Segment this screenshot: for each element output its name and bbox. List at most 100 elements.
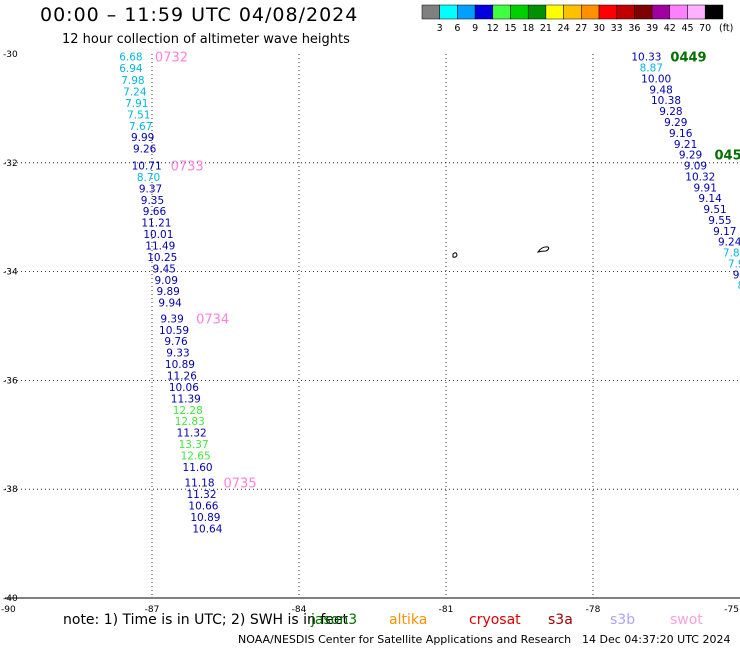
wave-height-value: 9.94 bbox=[158, 298, 182, 310]
legend-tick-label: 12 bbox=[487, 23, 499, 34]
wave-height-value: 9.66 bbox=[143, 206, 167, 218]
credit-line: NOAA/NESDIS Center for Satellite Applica… bbox=[238, 633, 572, 646]
wave-height-value: 9.76 bbox=[164, 336, 188, 348]
legend-tick-label: 42 bbox=[664, 23, 676, 34]
wave-height-value: 9.48 bbox=[649, 84, 672, 96]
satellite-name-cryosat: cryosat bbox=[469, 612, 521, 628]
wave-height-value: 10.01 bbox=[143, 229, 173, 241]
wave-height-value: 8.77 bbox=[738, 280, 740, 292]
legend-tick-label: 9 bbox=[472, 23, 478, 34]
wave-height-value: 10.32 bbox=[685, 171, 715, 183]
lon-tick-label: -84 bbox=[292, 605, 307, 615]
wave-height-value: 9.26 bbox=[133, 144, 157, 156]
pass-time-label: 0732 bbox=[155, 51, 188, 66]
wave-height-value: 9.16 bbox=[669, 128, 693, 140]
wave-height-value: 7.51 bbox=[127, 109, 150, 121]
footer-note: note: 1) Time is in UTC; 2) SWH is in fe… bbox=[63, 612, 349, 628]
wave-height-value: 9.29 bbox=[679, 150, 702, 162]
wave-height-value: 7.91 bbox=[125, 98, 148, 110]
legend-tick-label: 30 bbox=[593, 23, 605, 34]
satellite-name-jason3: jason3 bbox=[311, 612, 358, 628]
lat-tick-label: -38 bbox=[3, 485, 18, 495]
wave-height-value: 7.24 bbox=[123, 87, 147, 99]
page-subtitle: 12 hour collection of altimeter wave hei… bbox=[62, 32, 350, 47]
wave-height-value: 9.37 bbox=[139, 183, 162, 195]
generated-timestamp: 14 Dec 04:37:20 UTC 2024 bbox=[582, 633, 731, 646]
legend-tick-label: 24 bbox=[558, 23, 570, 34]
wave-height-value: 9.14 bbox=[698, 193, 722, 205]
wave-height-value: 7.98 bbox=[121, 75, 144, 87]
wave-height-value: 10.00 bbox=[641, 73, 671, 85]
satellite-name-s3b: s3b bbox=[610, 612, 636, 628]
wave-height-value: 12.65 bbox=[181, 450, 211, 462]
legend-tick-label: 3 bbox=[437, 23, 443, 34]
pass-time-label: 0450 bbox=[715, 149, 740, 164]
wave-height-value: 6.94 bbox=[119, 63, 143, 75]
page-title: 00:00 – 11:59 UTC 04/08/2024 bbox=[40, 4, 359, 26]
wave-height-value: 10.59 bbox=[159, 325, 189, 337]
legend-tick-label: 18 bbox=[522, 23, 534, 34]
wave-height-value: 8.70 bbox=[137, 172, 160, 184]
wave-height-value: 10.33 bbox=[631, 52, 661, 64]
legend-tick-label: 15 bbox=[504, 23, 516, 34]
wave-height-value: 12.28 bbox=[173, 405, 203, 417]
lat-tick-label: -30 bbox=[3, 50, 18, 60]
pass-time-label: 0449 bbox=[670, 51, 706, 66]
lon-tick-label: -90 bbox=[1, 605, 16, 615]
legend-tick-label: 36 bbox=[628, 23, 640, 34]
satellite-name-swot: swot bbox=[670, 612, 703, 628]
wave-height-value: 10.38 bbox=[651, 95, 681, 107]
satellite-name-s3a: s3a bbox=[548, 612, 573, 628]
pass-time-label: 0734 bbox=[196, 312, 229, 327]
wave-height-value: 7.92 bbox=[728, 258, 740, 270]
wave-height-value: 9.09 bbox=[155, 275, 178, 287]
wave-height-value: 9.35 bbox=[141, 195, 164, 207]
wave-height-value: 10.25 bbox=[147, 252, 177, 264]
wave-height-value: 12.83 bbox=[175, 416, 205, 428]
lat-tick-label: -40 bbox=[3, 594, 18, 604]
wave-height-value: 9.24 bbox=[718, 237, 740, 249]
wave-height-value: 9.39 bbox=[160, 313, 183, 325]
wave-height-value: 9.09 bbox=[684, 161, 707, 173]
wave-height-value: 9.45 bbox=[153, 263, 176, 275]
wave-height-value: 9.28 bbox=[659, 106, 682, 118]
wave-height-value: 7.80 bbox=[723, 248, 740, 260]
wave-height-value: 7.67 bbox=[129, 121, 152, 133]
lon-tick-label: -87 bbox=[145, 605, 160, 615]
wave-height-value: 9.29 bbox=[664, 117, 687, 129]
wave-height-value: 11.18 bbox=[184, 478, 214, 490]
wave-height-value: 9.99 bbox=[131, 132, 154, 144]
legend-tick-label: 33 bbox=[611, 23, 623, 34]
wave-height-value: 13.37 bbox=[179, 439, 209, 451]
legend-swatch bbox=[704, 4, 724, 20]
lon-tick-label: -78 bbox=[586, 605, 601, 615]
wave-height-value: 8.87 bbox=[640, 63, 663, 75]
wave-height-value: 11.32 bbox=[186, 489, 216, 501]
wave-height-value: 11.21 bbox=[141, 218, 171, 230]
color-scale-legend: 3 6 9 12 15 18 21 24 27 30 33 36 39 42 45 70 (ft) bbox=[421, 4, 733, 34]
wave-height-value: 9.51 bbox=[703, 204, 726, 216]
legend-tick-label: 21 bbox=[540, 23, 552, 34]
wave-height-value: 6.68 bbox=[119, 52, 142, 64]
island-outline bbox=[536, 246, 550, 253]
wave-height-value: 10.89 bbox=[165, 359, 195, 371]
wave-height-value: 10.64 bbox=[192, 523, 222, 535]
wave-height-value: 11.32 bbox=[177, 428, 207, 440]
wave-height-value: 9.89 bbox=[156, 286, 179, 298]
wave-height-value: 9.91 bbox=[694, 182, 717, 194]
legend-tick-label: 70 bbox=[699, 23, 711, 34]
wave-height-value: 10.06 bbox=[169, 382, 199, 394]
pass-time-label: 0735 bbox=[224, 477, 257, 492]
wave-height-value: 9.21 bbox=[674, 139, 697, 151]
pass-time-label: 0733 bbox=[171, 160, 204, 175]
wave-height-value: 10.89 bbox=[190, 512, 220, 524]
lon-tick-label: -75 bbox=[724, 605, 739, 615]
wave-height-value: 10.71 bbox=[132, 161, 162, 173]
lon-tick-label: -81 bbox=[439, 605, 454, 615]
satellite-name-altika: altika bbox=[389, 612, 428, 628]
legend-tick-label: 39 bbox=[646, 23, 658, 34]
lat-tick-label: -34 bbox=[3, 268, 18, 278]
wave-height-value: 11.26 bbox=[167, 371, 197, 383]
wave-height-value: 10.66 bbox=[188, 501, 218, 513]
